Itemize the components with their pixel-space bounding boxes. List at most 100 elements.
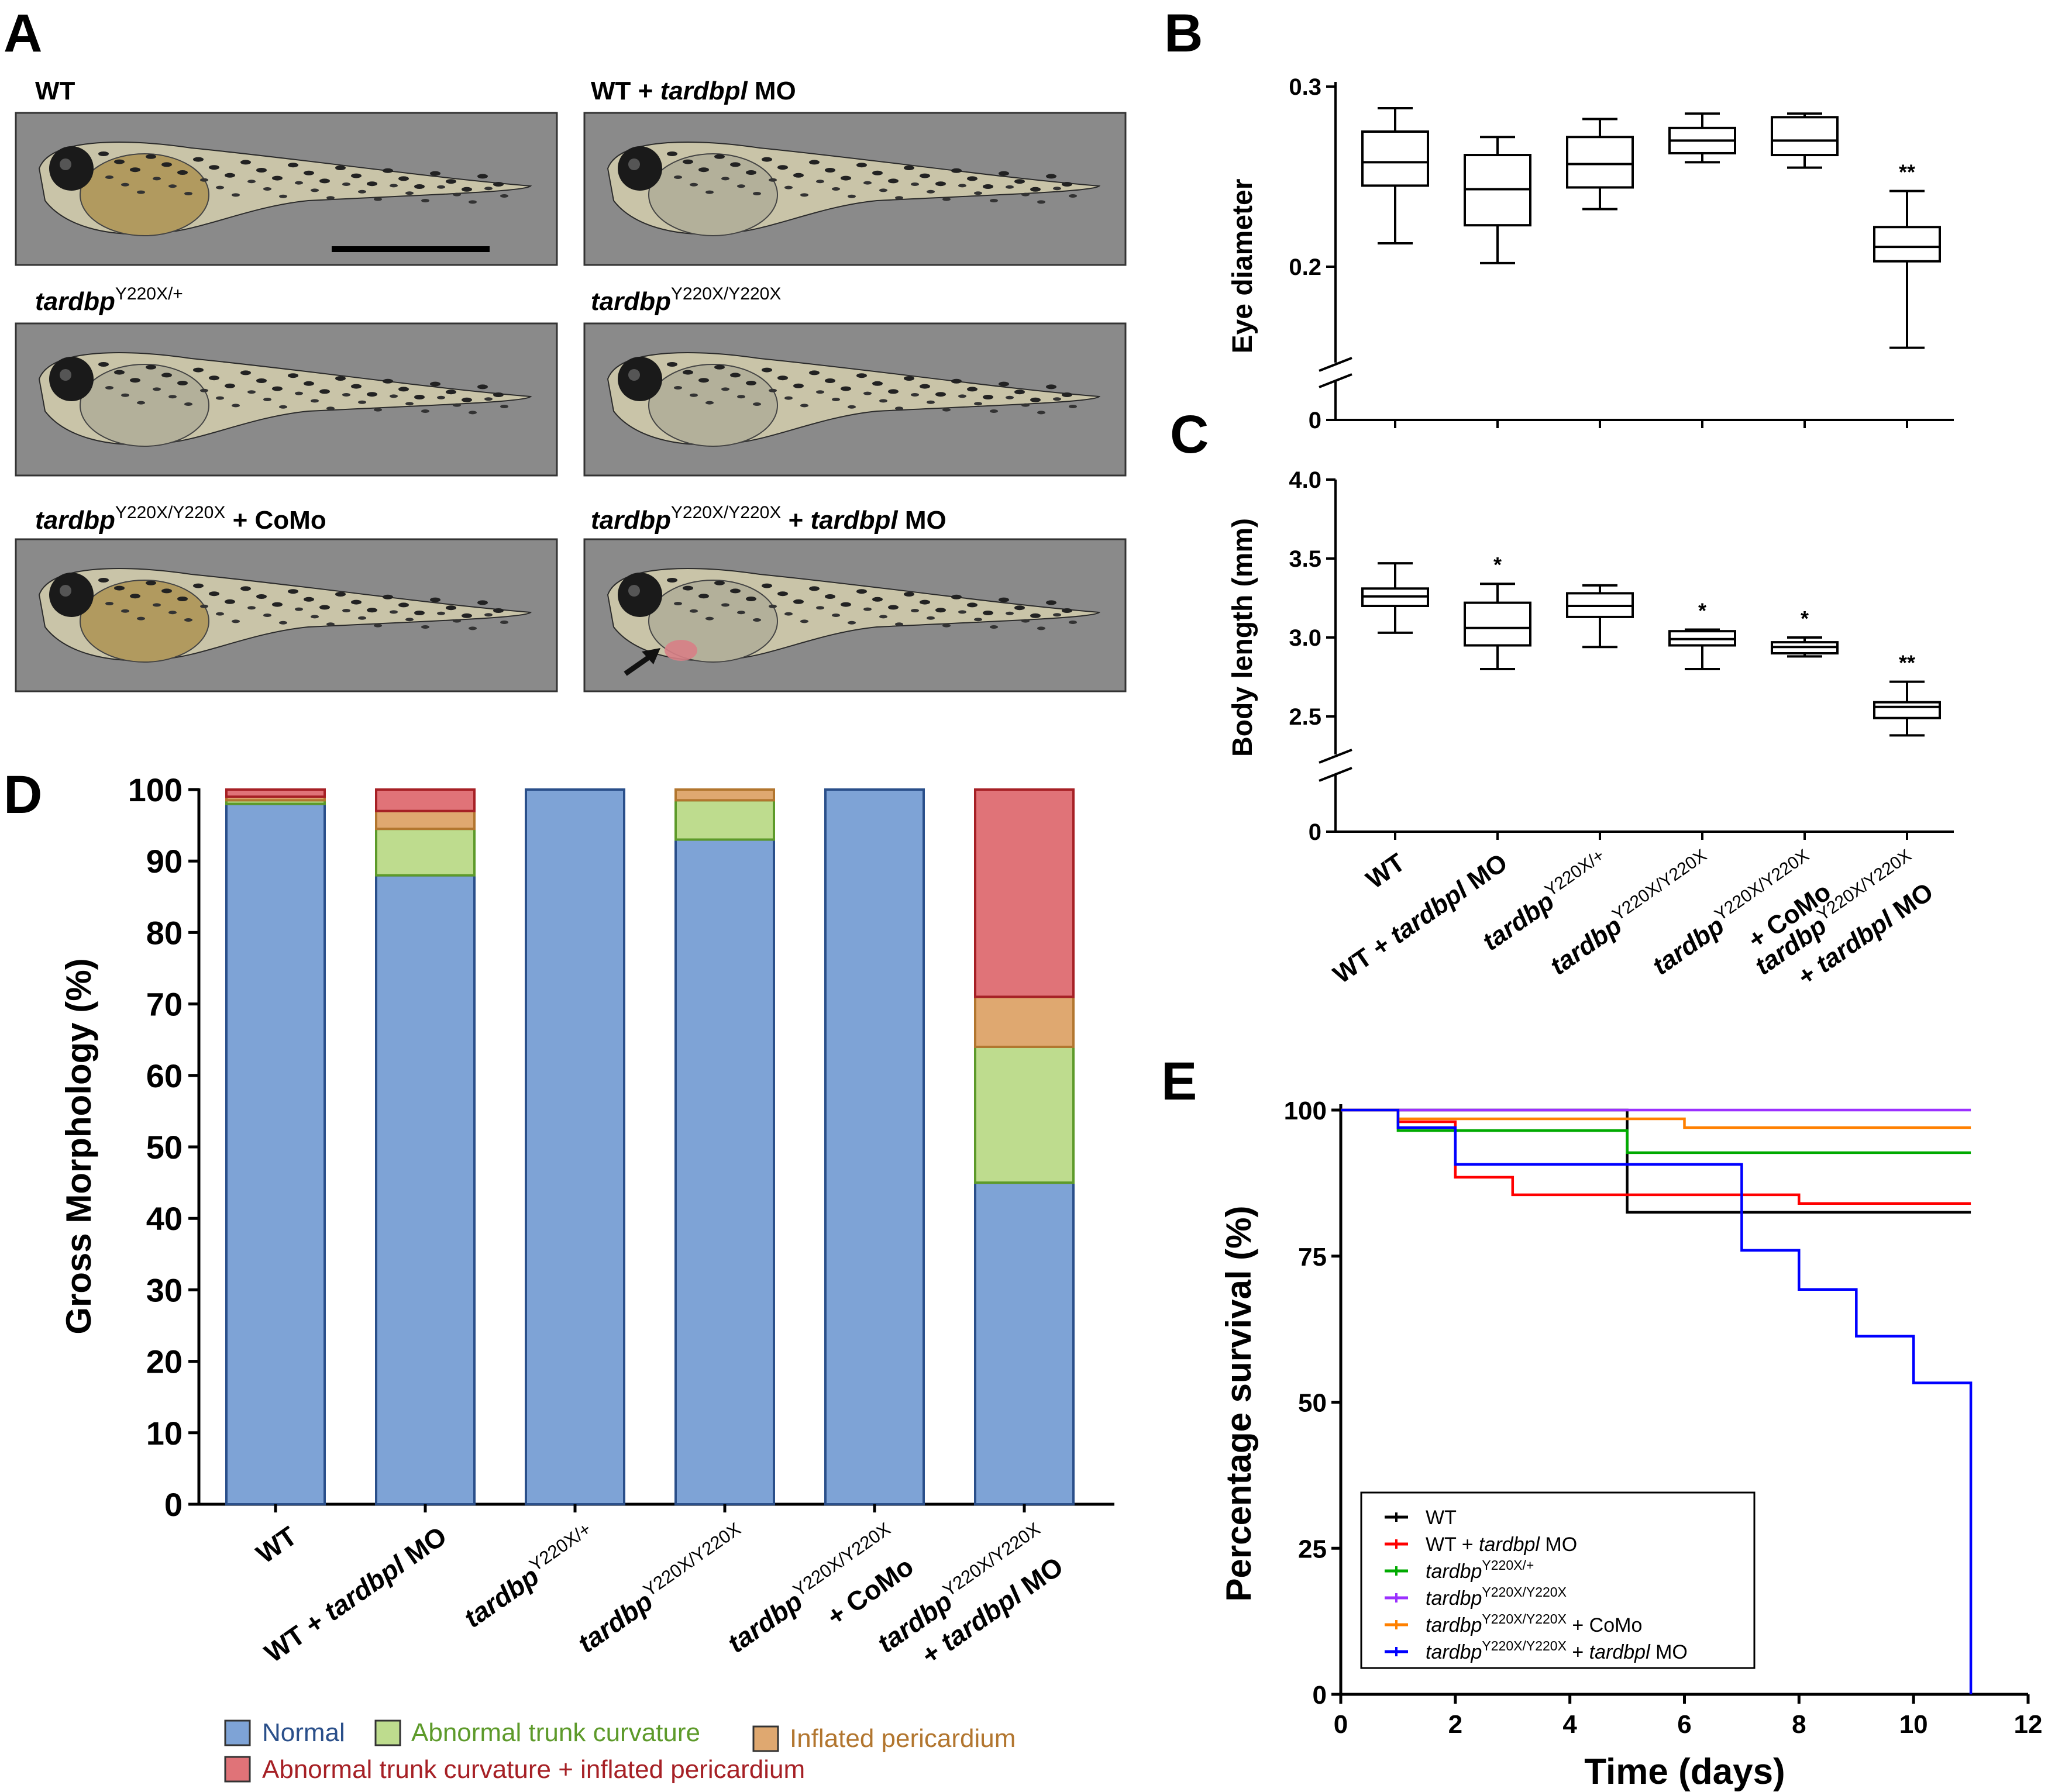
legend-item: Inflated pericardium	[752, 1724, 1016, 1753]
bar-segment	[225, 788, 326, 798]
survival-curve	[1341, 1108, 1973, 1694]
bar-segment	[525, 788, 625, 1505]
bar-segment	[974, 1181, 1075, 1505]
bar-segment	[824, 788, 925, 1505]
significance-label: *	[1493, 553, 1502, 577]
y-tick-label: 0.2	[1289, 254, 1321, 280]
panel-label-d: D	[4, 765, 42, 825]
y-tick-label: 0	[1309, 408, 1321, 433]
legend-label: tardbpY220X/Y220X + tardbpl MO	[1426, 1638, 1688, 1663]
fish-label: tardbpY220X/Y220X + CoMo	[35, 503, 326, 535]
y-tick-label: 10	[146, 1415, 183, 1452]
bar-segment	[375, 874, 476, 1505]
x-tick-label: 0	[1334, 1710, 1348, 1739]
legend-label: tardbpY220X/Y220X + CoMo	[1426, 1611, 1642, 1636]
x-tick-label: 10	[1899, 1710, 1928, 1739]
survival-curve	[1341, 1108, 1971, 1214]
fish-image	[15, 538, 558, 692]
bar-segment	[375, 828, 476, 877]
significance-label: **	[1899, 651, 1915, 675]
y-tick-label: 25	[1298, 1535, 1327, 1563]
bar-segment	[674, 838, 775, 1505]
survival-curve	[1341, 1108, 1971, 1155]
zebrafish-larva	[38, 141, 532, 236]
legend-label: WT + tardbpl MO	[1426, 1533, 1577, 1556]
panel-a: WT WT + tardbpl MO tardbpY220X/+ tardbpY…	[15, 77, 1127, 692]
x-tick-label: WT	[250, 1521, 302, 1570]
fish-image	[583, 322, 1127, 477]
y-tick-label: 75	[1298, 1243, 1327, 1271]
legend-item: tardbpY220X/Y220X + tardbpl MO	[1385, 1638, 1688, 1663]
y-tick-label: 40	[146, 1200, 183, 1237]
bar-segment	[974, 995, 1075, 1048]
x-tick-label: 8	[1792, 1710, 1806, 1739]
x-tick-label: 12	[2014, 1710, 2043, 1739]
fish-image	[583, 538, 1127, 692]
y-tick-label: 2.5	[1289, 704, 1321, 730]
y-axis-label: Percentage survival (%)	[1219, 1206, 1258, 1602]
y-tick-label: 80	[146, 914, 183, 951]
y-tick-label: 50	[146, 1129, 183, 1166]
y-tick-label: 0.3	[1289, 74, 1321, 100]
legend-label: Abnormal trunk curvature + inflated peri…	[262, 1755, 805, 1784]
legend-item: Abnormal trunk curvature	[374, 1718, 700, 1747]
legend-label: Inflated pericardium	[790, 1724, 1016, 1753]
x-tick-label: 4	[1562, 1710, 1577, 1739]
fish-label: WT	[35, 77, 75, 105]
legend-item: tardbpY220X/+	[1385, 1557, 1534, 1583]
bar-segment	[225, 802, 326, 1505]
axis-break-mark	[1319, 357, 1352, 372]
y-tick-label: 50	[1298, 1389, 1327, 1418]
box	[1873, 701, 1941, 719]
legend-item: Abnormal trunk curvature + inflated peri…	[224, 1755, 805, 1784]
x-tick-label: WT + tardbpl MO	[1328, 848, 1512, 989]
bar-segment	[974, 788, 1075, 998]
panel-e-survival: Percentage survival (%) Time (days) 0 25 50 7…	[1219, 1097, 2042, 1792]
significance-label: *	[1698, 599, 1706, 623]
zebrafish-larva	[38, 351, 532, 447]
y-tick-label: 60	[146, 1057, 183, 1094]
y-axis-label: Eye diameter	[1227, 179, 1258, 354]
bar-segment	[674, 799, 775, 841]
legend-item: tardbpY220X/Y220X + CoMo	[1385, 1611, 1642, 1636]
legend-item: tardbpY220X/Y220X	[1385, 1584, 1567, 1610]
box	[1873, 226, 1941, 263]
legend-label: tardbpY220X/Y220X	[1426, 1584, 1567, 1610]
survival-curve	[1341, 1108, 1971, 1129]
x-tick-label: 6	[1677, 1710, 1691, 1739]
panel-d-legend: Normal Abnormal trunk curvature Inflated…	[224, 1718, 1016, 1784]
y-tick-label: 30	[146, 1271, 183, 1308]
box	[1771, 116, 1839, 157]
y-axis-label: Body length (mm)	[1227, 518, 1258, 757]
y-tick-label: 20	[146, 1343, 183, 1380]
legend-label: Normal	[262, 1718, 345, 1747]
significance-label: **	[1899, 160, 1915, 184]
y-tick-label: 70	[146, 986, 183, 1023]
x-tick-label: 2	[1448, 1710, 1462, 1739]
y-tick-label: 0	[1313, 1681, 1327, 1710]
legend-item: Normal	[224, 1718, 345, 1747]
bar-segment	[974, 1045, 1075, 1184]
legend-item: WT + tardbpl MO	[1385, 1533, 1577, 1556]
legend-label: WT	[1426, 1507, 1457, 1529]
legend-box	[1360, 1491, 1756, 1669]
legend-item: WT	[1385, 1507, 1457, 1529]
box	[1464, 601, 1531, 647]
zebrafish-larva	[607, 141, 1101, 236]
fish-image	[15, 322, 558, 477]
bar-segment	[674, 788, 775, 802]
zebrafish-larva	[607, 351, 1101, 447]
fish-label: tardbpY220X/Y220X	[591, 284, 781, 316]
bar-segment	[375, 788, 476, 812]
y-tick-label: 0	[164, 1486, 183, 1523]
x-tick-label: WT	[1361, 848, 1410, 894]
y-tick-label: 100	[128, 771, 183, 808]
x-axis-label: Time (days)	[1584, 1752, 1785, 1792]
panel-d-gross-morphology: Gross Morphology (%) 0 10 20 30 40 50 60 70 80 90 1…	[59, 771, 1114, 1670]
axis-break-mark	[1319, 767, 1352, 782]
scale-bar	[332, 246, 490, 252]
fish-image	[15, 112, 558, 266]
box	[1566, 136, 1634, 189]
